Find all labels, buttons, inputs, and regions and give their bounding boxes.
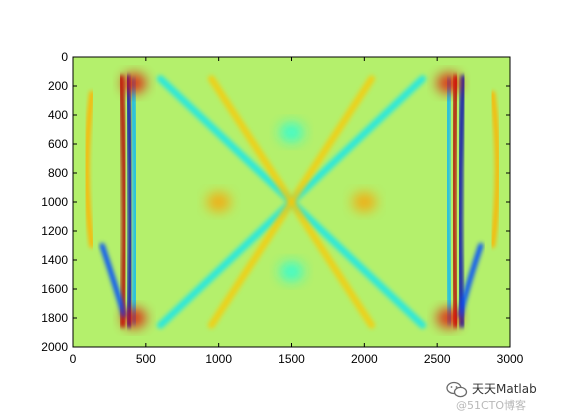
heatmap-blob-16 [279, 122, 304, 143]
x-tick-label-3: 1500 [278, 352, 305, 366]
heatmap-blob-21 [436, 73, 461, 94]
heatmap-blob-15 [352, 192, 377, 212]
plot-area [73, 57, 510, 347]
y-axis: 0 200 400 600 800 1000 1200 1400 1600 1800 2000 [41, 50, 510, 354]
x-axis: 0 500 1000 1500 2000 2500 3000 [70, 57, 524, 366]
y-tick-label-6: 1200 [41, 224, 68, 238]
heatmap-blob-20 [122, 73, 147, 94]
watermark-source: @51CTO博客 [456, 399, 527, 412]
heatmap-diagonal-13 [207, 75, 376, 329]
heatmap-band-1 [125, 74, 134, 328]
heatmap-band-2 [130, 77, 138, 325]
x-tick-label-6: 3000 [497, 352, 524, 366]
heatmap-band-6 [84, 90, 95, 248]
y-tick-label-5: 1000 [41, 195, 68, 209]
y-tick-label-0: 0 [61, 50, 68, 64]
y-tick-label-2: 400 [48, 108, 68, 122]
x-tick-label-4: 2000 [351, 352, 378, 366]
heatmap-band-9 [457, 243, 484, 318]
x-tick-label-1: 500 [136, 352, 156, 366]
watermark: 天天Matlab @51CTO博客 [446, 378, 558, 414]
heatmap-band-3 [457, 74, 466, 328]
x-tick-label-2: 1000 [205, 352, 232, 366]
heatmap-band-4 [451, 74, 459, 328]
y-tick-label-7: 1400 [41, 253, 68, 267]
y-tick-label-8: 1600 [41, 282, 68, 296]
heatmap-features [84, 73, 501, 329]
y-tick-label-3: 600 [48, 137, 68, 151]
y-tick-label-4: 800 [48, 166, 68, 180]
heatmap-band-0 [118, 74, 127, 328]
heatmap-blob-18 [122, 308, 147, 328]
y-tick-label-10: 2000 [41, 340, 68, 354]
heatmap-blob-19 [436, 308, 461, 328]
heatmap-blob-14 [206, 192, 231, 212]
y-tick-label-9: 1800 [41, 311, 68, 325]
x-tick-label-5: 2500 [424, 352, 451, 366]
heatmap-blob-17 [279, 261, 304, 282]
x-tick-label-0: 0 [70, 352, 77, 366]
y-tick-label-1: 200 [48, 79, 68, 93]
wechat-logo-icon [446, 381, 468, 398]
heatmap-band-8 [99, 243, 127, 318]
heatmap-band-5 [445, 77, 453, 325]
watermark-name: 天天Matlab [472, 382, 537, 396]
heatmap-band-7 [490, 90, 501, 248]
